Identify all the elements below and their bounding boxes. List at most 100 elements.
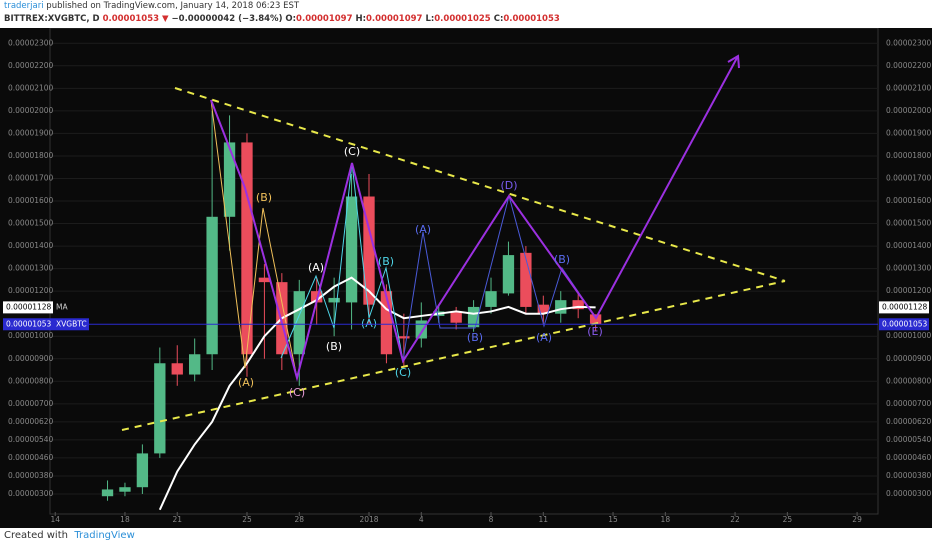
y-tick-label-right: 0.00002300 — [886, 38, 932, 47]
ma-name: MA — [56, 302, 68, 311]
y-tick-label: 0.00001900 — [8, 128, 54, 137]
candle-body — [555, 300, 567, 314]
y-tick-label-right: 0.00001800 — [886, 151, 932, 160]
x-tick-label: 8 — [489, 515, 494, 524]
close-value-left: 0.00001053 — [6, 319, 52, 328]
candle-body — [380, 291, 393, 355]
x-tick-label: 4 — [419, 515, 424, 524]
candle-body — [171, 363, 183, 375]
candle-body — [415, 320, 427, 339]
arrow-head — [727, 54, 740, 69]
y-tick-label-right: 0.00001000 — [886, 331, 932, 340]
y-tick-label: 0.00000460 — [8, 453, 54, 462]
orange-wave — [210, 99, 298, 379]
candle-body — [520, 252, 532, 307]
candle-body — [119, 487, 131, 492]
candle-body — [101, 489, 114, 497]
candle-body — [345, 196, 358, 303]
y-tick-label-right: 0.00001400 — [886, 241, 932, 250]
candle-body — [189, 354, 201, 375]
wave-label: (B) — [467, 331, 483, 344]
y-tick-label-right: 0.00000900 — [886, 354, 932, 363]
x-tick-label: 18 — [661, 515, 671, 524]
ma-tag-left — [3, 301, 53, 314]
y-tick-label-right: 0.00002000 — [886, 106, 932, 115]
ma-value-right: 0.00001128 — [882, 302, 928, 311]
o-value: 0.00001097 — [296, 14, 353, 24]
close-tag-right — [879, 318, 929, 331]
candle-body — [311, 291, 323, 303]
plot-frame — [49, 28, 879, 515]
wave-label: (B) — [554, 253, 570, 266]
y-tick-label-right: 0.00001300 — [886, 264, 932, 273]
candle-body — [450, 311, 462, 323]
symbol: BITTREX:XVGBTC, D — [4, 14, 100, 24]
candle-body — [206, 216, 218, 355]
lower-trendline — [121, 280, 786, 431]
l-value: 0.00001025 — [434, 14, 491, 24]
wave-label: (B) — [378, 255, 394, 268]
chart: 0.00002300 0.00002300 0.00002200 0.00002200… — [0, 28, 932, 528]
candle-body — [537, 304, 549, 314]
x-tick-label: 22 — [730, 515, 740, 524]
y-tick-label-right: 0.00001600 — [886, 196, 932, 205]
y-tick-label: 0.00001200 — [8, 286, 54, 295]
y-tick-label: 0.00000540 — [8, 435, 54, 444]
y-tick-label: 0.00001000 — [8, 331, 54, 340]
x-tick-label: 25 — [242, 515, 252, 524]
close-tag-left — [3, 318, 53, 331]
footer: Created with TradingView — [4, 530, 135, 541]
y-tick-label: 0.00001600 — [8, 196, 54, 205]
candle-body — [485, 291, 497, 307]
created: Created with — [4, 530, 68, 541]
y-tick-label-right: 0.00000700 — [886, 399, 932, 408]
y-tick-label-right: 0.00002100 — [886, 83, 932, 92]
wave-label: (B) — [256, 191, 272, 204]
candle-body — [258, 277, 271, 283]
y-tick-label: 0.00000300 — [8, 489, 54, 498]
candle-body — [572, 300, 584, 310]
y-tick-label-right: 0.00002200 — [886, 61, 932, 70]
ma-value-left: 0.00001128 — [6, 302, 52, 311]
x-tick-label: 18 — [120, 515, 130, 524]
x-tick-label: 28 — [294, 515, 304, 524]
y-tick-label: 0.00002200 — [8, 61, 54, 70]
candle-body — [589, 314, 602, 325]
y-tick-label-right: 0.00000620 — [886, 417, 932, 426]
candle-body — [363, 196, 375, 305]
change: −0.00000042 (−3.84%) — [171, 14, 283, 24]
candle-body — [223, 142, 236, 217]
wave-label: (C) — [289, 386, 305, 399]
y-tick-label-right: 0.00001900 — [886, 128, 932, 137]
wave-label: (A) — [308, 261, 324, 274]
author[interactable]: traderjari — [4, 1, 44, 11]
h-label: H: — [355, 14, 366, 24]
l-label: L: — [425, 14, 435, 24]
h-value: 0.00001097 — [366, 14, 423, 24]
wave-label: (A) — [361, 317, 377, 330]
y-tick-label: 0.00001400 — [8, 241, 54, 250]
x-tick-label: 21 — [172, 515, 182, 524]
symbol-tag: XVGBTC — [56, 319, 87, 328]
blue-wave — [402, 194, 597, 362]
x-tick-label: 15 — [608, 515, 618, 524]
candle-body — [398, 336, 410, 339]
y-tick-label-right: 0.00000460 — [886, 453, 932, 462]
background — [0, 28, 932, 528]
wave-label: (C) — [344, 145, 360, 158]
wave-label: (A) — [415, 223, 431, 236]
y-tick-label: 0.00002000 — [8, 106, 54, 115]
wave-label: (E) — [587, 325, 603, 338]
x-tick-label: 14 — [50, 515, 60, 524]
wave-label: (C) — [395, 366, 411, 379]
candle-body — [467, 306, 480, 328]
wave-label: (A) — [238, 376, 254, 389]
y-tick-label-right: 0.00000300 — [886, 489, 932, 498]
ma-line — [158, 276, 596, 511]
brand[interactable]: TradingView — [74, 530, 135, 541]
y-tick-label-right: 0.00000800 — [886, 376, 932, 385]
wave-label: (D) — [500, 179, 517, 192]
candle-body — [502, 255, 515, 294]
y-tick-label: 0.00000700 — [8, 399, 54, 408]
